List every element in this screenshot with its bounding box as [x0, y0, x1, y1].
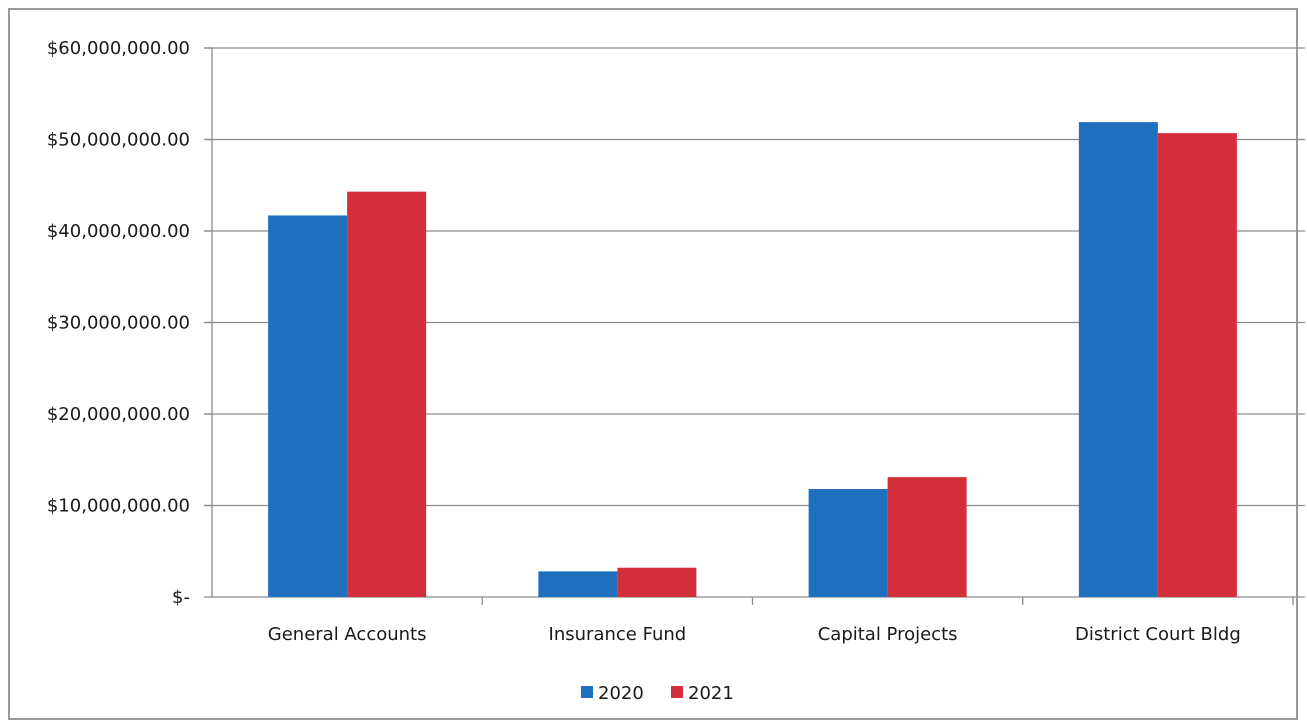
bar-2021	[617, 567, 697, 597]
legend-label: 2020	[598, 683, 644, 704]
bar-2020	[268, 215, 348, 597]
bar-2021	[347, 191, 427, 597]
y-tick-label: $60,000,000.00	[47, 38, 190, 59]
legend-swatch-2021	[671, 686, 683, 698]
bar-2021	[887, 477, 967, 597]
y-tick-label: $-	[172, 587, 190, 608]
x-tick-label: Capital Projects	[818, 624, 958, 645]
x-tick-label: General Accounts	[268, 624, 427, 645]
bar-2020	[808, 489, 888, 597]
x-tick-label: Insurance Fund	[549, 624, 687, 645]
bar-2020	[1078, 122, 1158, 598]
y-tick-label: $10,000,000.00	[47, 496, 190, 517]
x-tick-label: District Court Bldg	[1075, 624, 1241, 645]
y-tick-label: $30,000,000.00	[47, 313, 190, 334]
y-tick-label: $40,000,000.00	[47, 221, 190, 242]
y-tick-label: $20,000,000.00	[47, 404, 190, 425]
legend-label: 2021	[688, 683, 734, 704]
bar-2021	[1157, 133, 1237, 597]
legend-swatch-2020	[581, 686, 593, 698]
y-tick-label: $50,000,000.00	[47, 130, 190, 151]
bar-2020	[538, 571, 618, 597]
